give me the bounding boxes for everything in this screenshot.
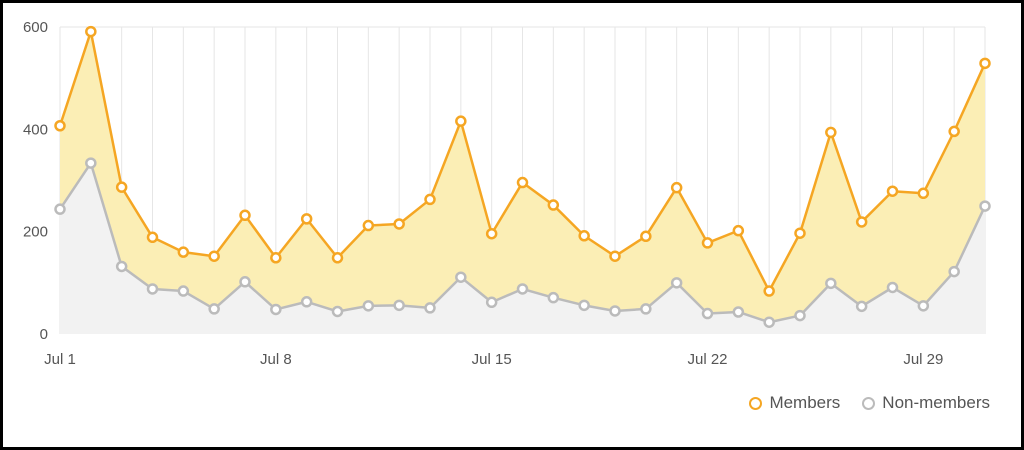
data-points (54, 25, 991, 328)
data-point-members (424, 193, 436, 206)
data-point-members (547, 199, 560, 211)
data-point-members (455, 115, 467, 127)
data-point-members (794, 227, 806, 239)
data-point-non-members (732, 306, 745, 318)
data-point-members (85, 25, 97, 38)
data-point-members (640, 230, 652, 243)
data-point-members (270, 252, 282, 264)
legend-label-members: Members (769, 393, 841, 412)
data-point-members (393, 218, 405, 230)
data-point-members (54, 120, 66, 132)
data-point-non-members (455, 271, 467, 283)
legend-label-non-members: Non-members (882, 393, 990, 412)
data-point-members (115, 181, 128, 193)
data-point-members (917, 187, 930, 200)
data-point-non-members (763, 316, 775, 328)
data-point-non-members (794, 309, 806, 322)
y-tick-label: 200 (23, 224, 48, 241)
data-point-non-members (239, 276, 251, 288)
x-tick-label: Jul 29 (903, 351, 943, 368)
data-point-non-members (917, 300, 930, 312)
data-point-non-members (578, 299, 590, 312)
data-point-non-members (54, 203, 66, 215)
data-point-non-members (300, 296, 313, 308)
x-axis-ticks: Jul 1 Jul 8 Jul 15 Jul 22 Jul 29 (44, 351, 943, 368)
data-point-members (670, 181, 683, 194)
data-point-members (609, 250, 621, 262)
data-point-non-members (547, 291, 560, 304)
data-point-non-members (979, 200, 991, 212)
y-tick-label: 400 (23, 121, 48, 138)
data-point-non-members (393, 299, 405, 312)
data-point-non-members (270, 303, 282, 316)
data-point-non-members (85, 157, 97, 169)
data-point-members (485, 227, 498, 240)
data-point-non-members (485, 296, 498, 309)
data-point-members (701, 237, 714, 249)
data-point-non-members (855, 300, 868, 313)
legend-marker-non-members (862, 396, 876, 410)
data-point-members (300, 213, 313, 225)
data-point-members (979, 57, 991, 70)
data-point-members (825, 126, 837, 139)
data-point-members (763, 285, 775, 297)
data-point-non-members (208, 303, 220, 315)
data-point-non-members (146, 283, 159, 295)
data-point-non-members (115, 260, 128, 273)
x-tick-label: Jul 22 (687, 351, 727, 368)
data-point-non-members (825, 277, 837, 290)
y-tick-label: 0 (40, 326, 48, 343)
data-point-members (362, 219, 375, 232)
data-point-non-members (362, 300, 375, 312)
legend-marker-members (749, 396, 763, 410)
legend-item-members[interactable]: Members (749, 393, 840, 413)
data-point-non-members (609, 305, 621, 317)
x-tick-label: Jul 1 (44, 351, 76, 368)
legend-item-non-members[interactable]: Non-members (862, 393, 990, 413)
data-point-non-members (670, 277, 683, 289)
data-point-non-members (948, 265, 960, 278)
data-point-non-members (177, 285, 190, 297)
area-non-members (60, 163, 985, 334)
data-point-members (146, 231, 159, 244)
x-tick-label: Jul 8 (260, 351, 292, 368)
data-point-non-members (516, 283, 529, 295)
y-axis-ticks: 0 200 400 600 (23, 19, 48, 343)
data-point-members (177, 246, 190, 258)
legend: Members Non-members (749, 393, 990, 413)
x-tick-label: Jul 15 (472, 351, 512, 368)
data-point-members (886, 185, 899, 197)
y-tick-label: 600 (23, 19, 48, 36)
data-point-members (578, 230, 590, 242)
data-point-non-members (701, 307, 714, 320)
data-point-non-members (640, 303, 652, 315)
data-point-members (208, 250, 220, 262)
data-point-non-members (424, 302, 436, 314)
data-point-members (239, 209, 251, 222)
data-point-members (331, 252, 344, 264)
data-point-members (855, 216, 868, 228)
data-point-members (732, 224, 745, 237)
data-point-non-members (331, 305, 344, 318)
data-point-members (948, 125, 960, 138)
data-point-members (516, 176, 529, 189)
data-point-non-members (886, 281, 899, 294)
